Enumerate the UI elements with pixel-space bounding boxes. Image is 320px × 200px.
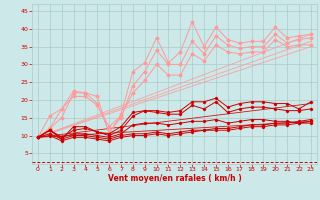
X-axis label: Vent moyen/en rafales ( km/h ): Vent moyen/en rafales ( km/h ) (108, 174, 241, 183)
